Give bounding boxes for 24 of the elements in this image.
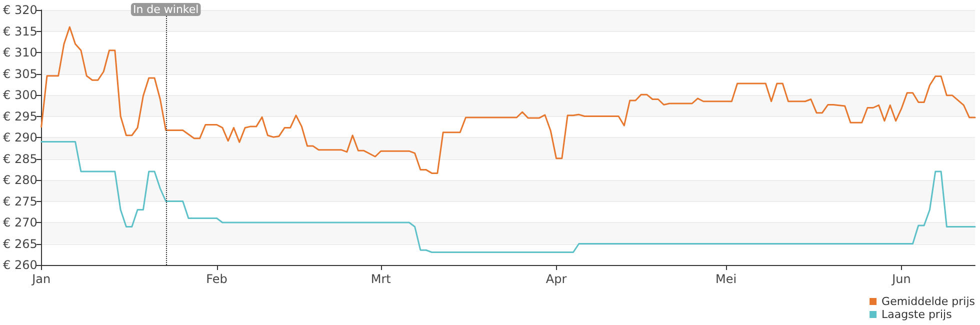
y-tick-label: € 290 xyxy=(2,130,38,144)
x-tick-label: Jan xyxy=(31,272,51,286)
line-series xyxy=(40,26,976,174)
y-tick-label: € 285 xyxy=(2,152,38,166)
x-tick-label: Feb xyxy=(206,272,228,286)
y-tick-label: € 265 xyxy=(2,236,38,251)
y-tick-label: € 300 xyxy=(2,88,38,102)
y-tick-label: € 260 xyxy=(2,258,38,272)
y-tick-label: € 270 xyxy=(2,216,38,230)
y-tick-label: € 275 xyxy=(2,194,38,208)
y-tick-label: € 320 xyxy=(2,3,38,17)
x-tick-label: Jun xyxy=(891,272,911,286)
y-tick-label: € 305 xyxy=(2,66,38,81)
x-tick-label: Apr xyxy=(546,272,567,286)
legend-label: Gemiddelde prijs xyxy=(882,295,976,308)
legend-label: Laagste prijs xyxy=(882,308,952,321)
line-series xyxy=(40,141,976,253)
y-tick-label: € 315 xyxy=(2,24,38,38)
x-tick-label: Mei xyxy=(715,272,737,286)
y-tick-label: € 310 xyxy=(2,46,38,60)
y-tick-label: € 280 xyxy=(2,173,38,187)
y-tick-label: € 295 xyxy=(2,109,38,124)
ref-line-label: In de winkel xyxy=(132,3,199,16)
x-tick-label: Mrt xyxy=(370,272,392,286)
